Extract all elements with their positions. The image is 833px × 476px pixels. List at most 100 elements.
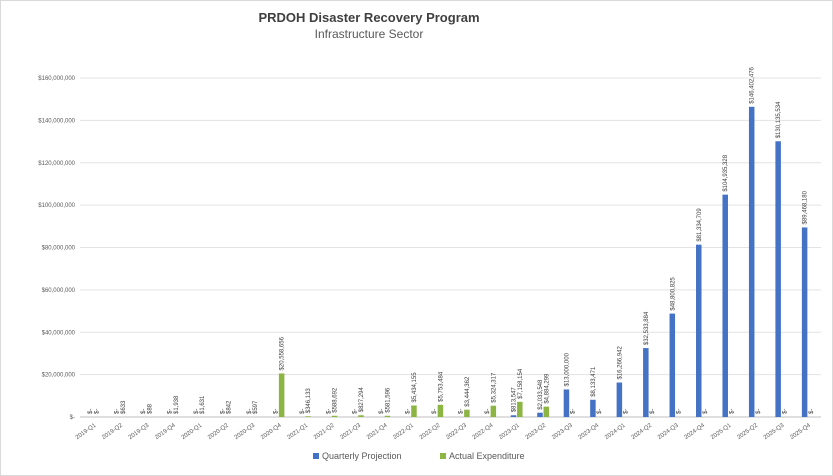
bar-actual-expenditure xyxy=(278,373,285,417)
y-tick-label: $100,000,000 xyxy=(38,203,75,209)
data-label-actual-expenditure: $5,324,317 xyxy=(491,372,497,403)
y-tick-label: $40,000,000 xyxy=(42,330,76,336)
data-label-quarterly-projection: $- xyxy=(88,409,94,414)
bar-actual-expenditure xyxy=(437,404,444,417)
y-tick-label: $60,000,000 xyxy=(42,288,76,294)
data-label-quarterly-projection: $2,033,548 xyxy=(538,379,544,410)
bar-quarterly-projection xyxy=(775,141,781,418)
data-label-quarterly-projection: $81,334,709 xyxy=(697,208,703,242)
x-tick-label: 2024-Q2 xyxy=(631,422,654,441)
x-tick-label: 2020-Q3 xyxy=(234,422,257,441)
data-label-actual-expenditure: $842 xyxy=(227,400,233,414)
bar-quarterly-projection xyxy=(722,194,728,417)
data-label-quarterly-projection: $- xyxy=(247,409,253,414)
x-tick-label: 2021-Q3 xyxy=(339,422,362,441)
data-label-quarterly-projection: $104,935,328 xyxy=(723,154,729,191)
x-tick-label: 2020-Q2 xyxy=(207,422,230,441)
data-label-quarterly-projection: $32,533,884 xyxy=(644,311,650,345)
data-label-quarterly-projection: $- xyxy=(485,409,491,414)
data-label-quarterly-projection: $146,402,476 xyxy=(750,66,756,103)
x-tick-label: 2022-Q2 xyxy=(419,422,442,441)
data-label-quarterly-projection: $89,468,180 xyxy=(803,190,809,224)
bar-actual-expenditure xyxy=(358,415,364,417)
x-axis: 2019-Q1 2019-Q2 2019-Q3 2019-Q4 2020-Q1 2020-… xyxy=(75,422,813,441)
x-tick-label: 2022-Q4 xyxy=(472,422,495,441)
x-tick-label: 2024-Q4 xyxy=(683,422,706,441)
data-label-actual-expenditure: $- xyxy=(571,409,577,414)
bar-actual-expenditure xyxy=(384,415,391,417)
data-label-actual-expenditure: $1,938 xyxy=(174,395,180,414)
bar-quarterly-projection xyxy=(748,106,755,417)
data-label-actual-expenditure: $- xyxy=(703,409,709,414)
data-label-quarterly-projection: $8,133,471 xyxy=(591,366,597,397)
x-tick-label: 2019-Q1 xyxy=(75,422,98,441)
data-label-actual-expenditure: $7,158,154 xyxy=(518,368,524,399)
data-label-actual-expenditure: $4,884,299 xyxy=(544,373,550,404)
x-tick-label: 2023-Q3 xyxy=(551,422,574,441)
data-label-actual-expenditure: $- xyxy=(94,409,100,414)
legend-swatch-quarterly-projection xyxy=(313,453,319,459)
bar-quarterly-projection xyxy=(616,382,623,417)
y-axis: $- $20,000,000 $40,000,000 $60,000,000 $80,0… xyxy=(38,76,75,421)
bar-actual-expenditure xyxy=(543,406,550,417)
data-label-actual-expenditure: $- xyxy=(650,409,656,414)
x-tick-label: 2025-Q1 xyxy=(710,422,733,441)
y-tick-label: $160,000,000 xyxy=(38,76,75,82)
bar-actual-expenditure xyxy=(331,415,338,417)
x-tick-label: 2019-Q2 xyxy=(101,422,124,441)
bar-actual-expenditure xyxy=(305,416,311,417)
data-label-quarterly-projection: $- xyxy=(379,409,385,414)
data-label-actual-expenditure: $1,631 xyxy=(200,395,206,414)
data-label-quarterly-projection: $130,135,534 xyxy=(776,101,782,138)
data-label-actual-expenditure: $- xyxy=(597,409,603,414)
data-label-actual-expenditure: $633 xyxy=(121,400,127,414)
data-label-quarterly-projection: $- xyxy=(300,409,306,414)
bar-quarterly-projection xyxy=(510,415,517,417)
x-tick-label: 2024-Q3 xyxy=(657,422,680,441)
data-label-actual-expenditure: $346,133 xyxy=(306,388,312,414)
x-tick-label: 2022-Q1 xyxy=(392,422,415,441)
x-tick-label: 2023-Q4 xyxy=(578,422,601,441)
bar-quarterly-projection xyxy=(537,412,543,417)
x-tick-label: 2020-Q4 xyxy=(260,422,283,441)
bar-quarterly-projection xyxy=(590,399,596,417)
data-label-quarterly-projection: $13,000,000 xyxy=(564,352,570,386)
data-label-quarterly-projection: $- xyxy=(115,409,121,414)
data-label-actual-expenditure: $5,434,155 xyxy=(412,372,418,403)
x-tick-label: 2025-Q3 xyxy=(763,422,786,441)
data-label-quarterly-projection: $- xyxy=(220,409,226,414)
data-label-actual-expenditure: $581,596 xyxy=(385,387,391,413)
data-label-actual-expenditure: $20,558,656 xyxy=(280,336,286,370)
legend-label-quarterly-projection: Quarterly Projection xyxy=(322,451,402,461)
data-label-actual-expenditure: $588,692 xyxy=(333,387,339,413)
bar-quarterly-projection xyxy=(801,227,808,417)
data-label-quarterly-projection: $- xyxy=(141,409,147,414)
data-label-quarterly-projection: $- xyxy=(167,409,173,414)
bar-quarterly-projection xyxy=(643,348,649,417)
y-tick-label: $- xyxy=(70,415,75,421)
bar-quarterly-projection xyxy=(563,389,570,417)
y-tick-label: $20,000,000 xyxy=(42,373,76,379)
data-label-actual-expenditure: $- xyxy=(756,409,762,414)
x-tick-label: 2022-Q3 xyxy=(445,422,468,441)
legend-swatch-actual-expenditure xyxy=(440,453,446,459)
gridlines xyxy=(80,77,821,418)
data-label-actual-expenditure: $- xyxy=(730,409,736,414)
data-label-actual-expenditure: $- xyxy=(677,409,683,414)
data-label-quarterly-projection: $- xyxy=(432,409,438,414)
x-tick-label: 2021-Q4 xyxy=(366,422,389,441)
x-tick-label: 2021-Q2 xyxy=(313,422,336,441)
x-tick-label: 2019-Q4 xyxy=(154,422,177,441)
x-tick-label: 2025-Q2 xyxy=(736,422,759,441)
data-label-actual-expenditure: $- xyxy=(624,409,630,414)
y-tick-label: $140,000,000 xyxy=(38,118,75,124)
y-tick-label: $80,000,000 xyxy=(42,246,76,252)
bar-quarterly-projection xyxy=(669,313,676,417)
data-label-quarterly-projection: $- xyxy=(459,409,465,414)
data-label-quarterly-projection: $- xyxy=(194,409,200,414)
y-tick-label: $120,000,000 xyxy=(38,161,75,167)
bar-actual-expenditure xyxy=(464,409,470,417)
bars xyxy=(120,106,808,418)
data-label-actual-expenditure: $3,444,362 xyxy=(465,376,471,407)
